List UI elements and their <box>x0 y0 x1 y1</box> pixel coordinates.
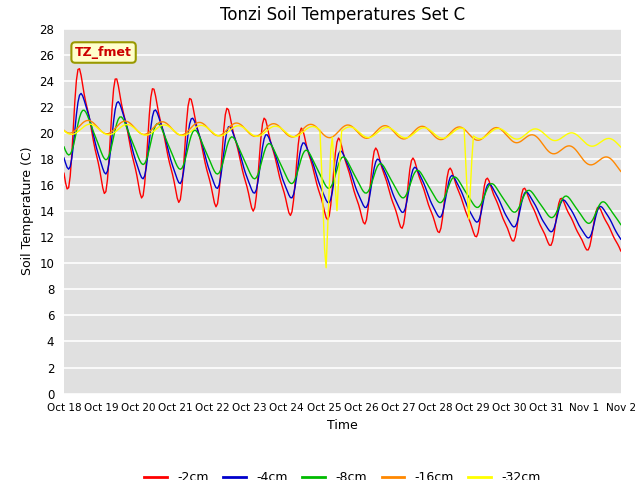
-16cm <box>83 118 91 123</box>
-16cm <box>617 168 625 174</box>
-32cm <box>255 133 263 139</box>
-4cm <box>305 150 313 156</box>
Legend: -2cm, -4cm, -8cm, -16cm, -32cm: -2cm, -4cm, -8cm, -16cm, -32cm <box>140 467 545 480</box>
-2cm <box>617 248 625 254</box>
Y-axis label: Soil Temperature (C): Soil Temperature (C) <box>20 147 34 276</box>
-4cm <box>255 168 263 174</box>
-32cm <box>617 144 625 150</box>
-4cm <box>60 155 68 161</box>
-4cm <box>130 152 138 157</box>
-2cm <box>588 236 595 242</box>
-8cm <box>60 144 68 150</box>
-8cm <box>81 108 88 113</box>
-32cm <box>130 125 138 131</box>
-2cm <box>246 198 254 204</box>
Line: -8cm: -8cm <box>64 110 621 225</box>
-32cm <box>246 130 254 136</box>
-16cm <box>305 122 313 128</box>
-16cm <box>60 128 68 133</box>
-8cm <box>228 134 236 140</box>
-8cm <box>305 150 313 156</box>
-8cm <box>130 143 138 148</box>
-16cm <box>588 162 595 168</box>
-4cm <box>588 231 595 237</box>
Line: -2cm: -2cm <box>64 69 621 251</box>
-2cm <box>255 154 263 159</box>
-32cm <box>323 265 330 271</box>
-16cm <box>228 122 236 128</box>
-16cm <box>130 124 138 130</box>
Title: Tonzi Soil Temperatures Set C: Tonzi Soil Temperatures Set C <box>220 6 465 24</box>
-4cm <box>617 236 625 242</box>
-2cm <box>76 66 83 72</box>
-4cm <box>228 126 236 132</box>
Line: -32cm: -32cm <box>64 124 621 268</box>
-32cm <box>305 125 313 131</box>
Text: TZ_fmet: TZ_fmet <box>75 46 132 59</box>
-16cm <box>255 132 263 138</box>
X-axis label: Time: Time <box>327 419 358 432</box>
-2cm <box>130 159 138 165</box>
-32cm <box>589 144 596 149</box>
-16cm <box>246 131 254 137</box>
-2cm <box>305 152 313 158</box>
-8cm <box>588 219 595 225</box>
-2cm <box>60 170 68 176</box>
Line: -16cm: -16cm <box>64 120 621 171</box>
-8cm <box>246 170 254 176</box>
Line: -4cm: -4cm <box>64 94 621 239</box>
-4cm <box>77 91 85 96</box>
-32cm <box>60 128 68 133</box>
-4cm <box>246 183 254 189</box>
-8cm <box>255 167 263 173</box>
-32cm <box>86 121 94 127</box>
-32cm <box>228 126 236 132</box>
-2cm <box>228 121 236 127</box>
-8cm <box>617 222 625 228</box>
